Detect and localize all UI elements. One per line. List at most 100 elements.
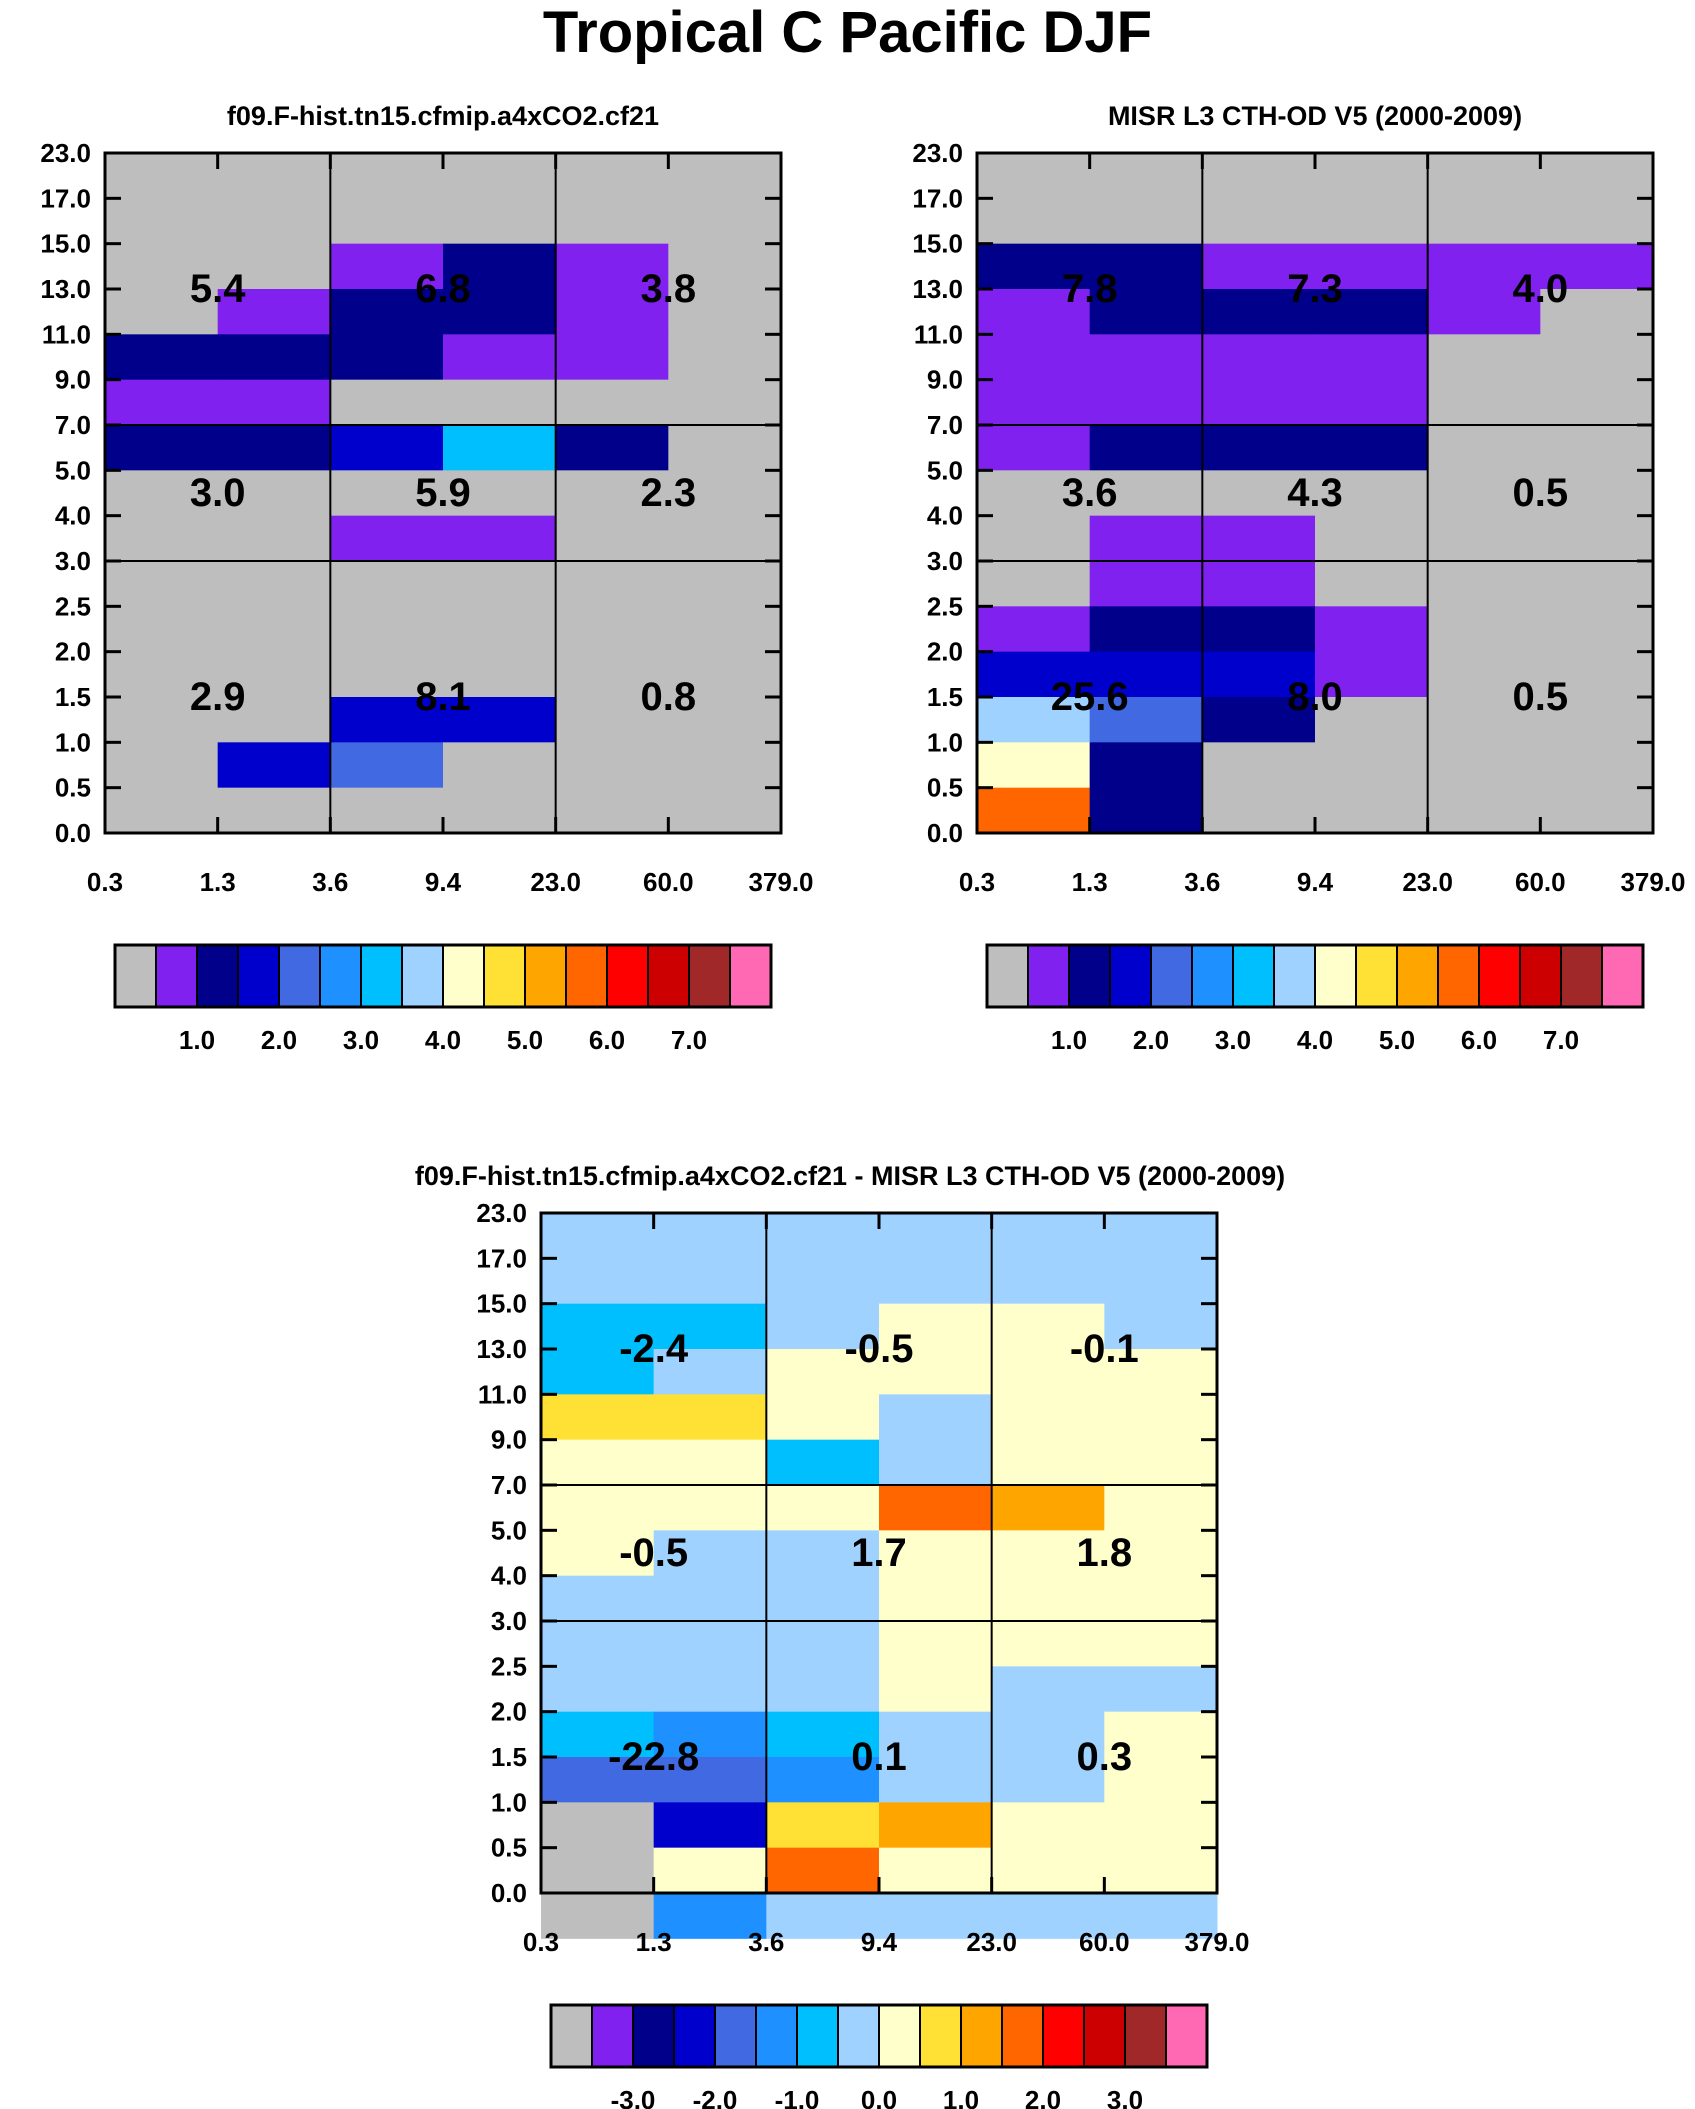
diff-ytick-label: 0.5 (491, 1833, 527, 1863)
obs-cell (1202, 198, 1316, 245)
diff-colorbar-label: 0.0 (861, 2085, 897, 2109)
diff-cell (991, 1439, 1105, 1486)
model-box-value: 6.8 (415, 267, 471, 311)
obs-cell (1202, 379, 1316, 426)
diff-cell (879, 1847, 993, 1894)
obs-cell (1089, 243, 1203, 290)
figure-title: Tropical C Pacific DJF (542, 0, 1153, 65)
obs-box-value: 3.6 (1062, 471, 1118, 515)
model-cell (668, 651, 782, 698)
model-colorbar-label: 2.0 (261, 1025, 297, 1055)
obs-panel-title: MISR L3 CTH-OD V5 (2000-2009) (1107, 101, 1523, 131)
diff-cell (879, 1530, 993, 1577)
model-cell (105, 198, 219, 245)
obs-cell (977, 243, 1091, 290)
diff-cell (541, 1485, 655, 1531)
obs-cell (1089, 153, 1203, 199)
obs-cell (1427, 561, 1541, 607)
obs-cell (1202, 742, 1316, 789)
obs-box-value: 25.6 (1051, 675, 1129, 719)
obs-xtick-label: 60.0 (1515, 867, 1566, 897)
diff-cell (766, 1394, 880, 1441)
obs-colorbar-label: 6.0 (1461, 1025, 1497, 1055)
diff-ytick-label: 1.5 (491, 1742, 527, 1772)
diff-cell (879, 1349, 993, 1395)
diff-cell (879, 1802, 993, 1849)
obs-ytick-label: 2.0 (927, 637, 963, 667)
obs-cell (1315, 425, 1429, 471)
model-ytick-label: 9.0 (55, 365, 91, 395)
obs-xtick-label: 23.0 (1402, 867, 1453, 897)
model-xtick-label: 379.0 (748, 867, 813, 897)
obs-ytick-label: 1.0 (927, 727, 963, 757)
diff-cell (653, 1303, 767, 1350)
diff-cell (1104, 1485, 1218, 1531)
model-cell (217, 742, 331, 789)
diff-cell (1104, 1213, 1218, 1259)
diff-colorbar-label: 1.0 (943, 2085, 979, 2109)
obs-cell (1427, 470, 1541, 517)
diff-cell (991, 1621, 1105, 1667)
model-colorbar-swatch (606, 944, 649, 1008)
diff-cell (991, 1303, 1105, 1350)
diff-cell (653, 1394, 767, 1441)
model-cell (330, 787, 444, 834)
diff-box-value: 0.3 (1077, 1735, 1133, 1779)
obs-colorbar-swatch (1027, 944, 1070, 1008)
model-ytick-label: 3.0 (55, 546, 91, 576)
diff-cell (766, 1893, 880, 1939)
diff-cell (766, 1213, 880, 1259)
model-xtick-label: 9.4 (425, 867, 462, 897)
obs-cell (1202, 651, 1316, 698)
obs-colorbar-label: 7.0 (1543, 1025, 1579, 1055)
obs-colorbar-swatch (1109, 944, 1152, 1008)
model-cell (217, 561, 331, 607)
model-colorbar-swatch (319, 944, 362, 1008)
diff-cell (1104, 1711, 1218, 1758)
diff-cell (541, 1394, 655, 1441)
diff-box-value: -22.8 (608, 1735, 699, 1779)
obs-cell (1540, 651, 1654, 698)
model-box-value: 3.0 (190, 471, 246, 515)
obs-colorbar-swatch (1191, 944, 1234, 1008)
model-cell (443, 379, 557, 426)
model-cell (555, 787, 669, 834)
obs-colorbar-swatch (1560, 944, 1603, 1008)
model-box-value: 5.9 (415, 471, 471, 515)
model-cell (330, 198, 444, 245)
diff-cell (541, 1711, 655, 1758)
model-ytick-label: 5.0 (55, 455, 91, 485)
model-cell (217, 470, 331, 517)
model-colorbar-label: 1.0 (179, 1025, 215, 1055)
model-cell (217, 515, 331, 562)
diff-xtick-label: 23.0 (966, 1927, 1017, 1957)
diff-cell (653, 1621, 767, 1667)
diff-cell (1104, 1802, 1218, 1849)
diff-cell (766, 1575, 880, 1622)
diff-cell (766, 1439, 880, 1486)
model-ytick-label: 13.0 (40, 274, 91, 304)
obs-cell (1540, 334, 1654, 381)
obs-cell (977, 425, 1091, 471)
model-cell (555, 243, 669, 290)
model-cell (330, 334, 444, 381)
obs-cell (1540, 198, 1654, 245)
diff-cell (653, 1711, 767, 1758)
obs-cell (1540, 697, 1654, 743)
diff-cell (766, 1757, 880, 1803)
model-cell (668, 515, 782, 562)
model-colorbar-swatch (483, 944, 526, 1008)
diff-colorbar-swatch (1083, 2004, 1126, 2068)
obs-colorbar-swatch (1519, 944, 1562, 1008)
diff-cell (766, 1711, 880, 1758)
diff-cell (991, 1258, 1105, 1305)
diff-colorbar-swatch (837, 2004, 880, 2068)
obs-cell (1202, 787, 1316, 834)
model-box-value: 2.3 (641, 471, 697, 515)
obs-box-value: 8.0 (1287, 675, 1343, 719)
model-box-value: 3.8 (641, 267, 697, 311)
model-cell (555, 425, 669, 471)
obs-ytick-label: 13.0 (912, 274, 963, 304)
model-cell (330, 470, 444, 517)
diff-ytick-label: 1.0 (491, 1787, 527, 1817)
